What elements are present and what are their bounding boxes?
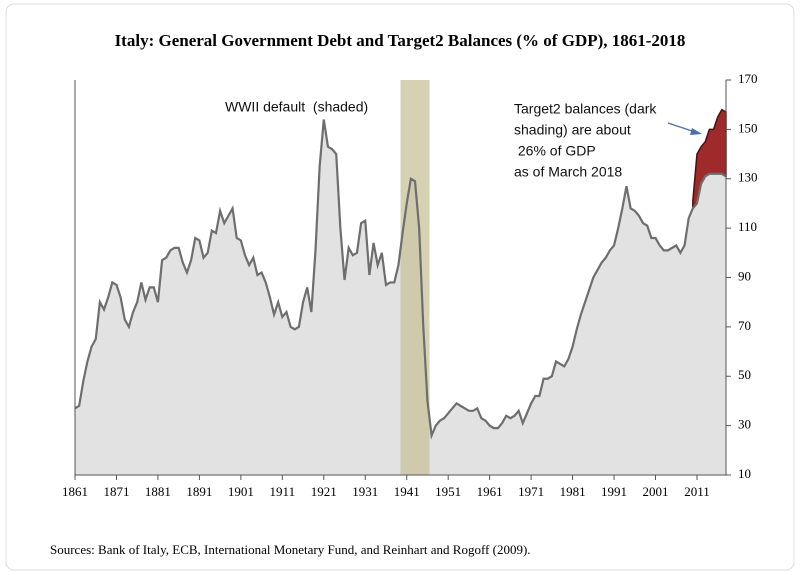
y-tick-label: 150 bbox=[738, 120, 758, 135]
y-tick-label: 90 bbox=[738, 268, 751, 283]
x-tick-label: 2001 bbox=[643, 484, 669, 499]
y-tick-label: 130 bbox=[738, 170, 758, 185]
x-tick-label: 1941 bbox=[394, 484, 420, 499]
arrow-head bbox=[690, 128, 702, 135]
annotation: shading) are about bbox=[514, 122, 631, 138]
y-tick-label: 10 bbox=[738, 466, 751, 481]
x-tick-label: 1971 bbox=[518, 484, 544, 499]
x-tick-label: 1961 bbox=[477, 484, 503, 499]
y-tick-label: 50 bbox=[738, 367, 751, 382]
x-tick-label: 1981 bbox=[560, 484, 586, 499]
y-tick-label: 30 bbox=[738, 417, 751, 432]
source: Sources: Bank of Italy, ECB, Internation… bbox=[50, 542, 531, 557]
y-tick-label: 110 bbox=[738, 219, 757, 234]
x-tick-label: 1881 bbox=[145, 484, 171, 499]
x-tick-label: 1921 bbox=[311, 484, 337, 499]
wwii-shade bbox=[400, 80, 430, 475]
x-tick-label: 1901 bbox=[228, 484, 254, 499]
y-tick-label: 70 bbox=[738, 318, 751, 333]
x-tick-label: 1911 bbox=[270, 484, 296, 499]
annotation: as of March 2018 bbox=[514, 164, 622, 180]
annotation: Target2 balances (dark bbox=[514, 101, 657, 117]
debt-line bbox=[74, 119, 727, 440]
x-tick-label: 2011 bbox=[684, 484, 710, 499]
x-tick-label: 1871 bbox=[103, 484, 129, 499]
x-tick-label: 1991 bbox=[601, 484, 627, 499]
y-tick-label: 170 bbox=[738, 71, 758, 86]
x-tick-label: 1891 bbox=[186, 484, 212, 499]
x-tick-label: 1931 bbox=[352, 484, 378, 499]
annotation: WWII default (shaded) bbox=[225, 99, 368, 115]
x-tick-label: 1951 bbox=[435, 484, 461, 499]
annotation: 26% of GDP bbox=[514, 143, 596, 159]
chart-title: Italy: General Government Debt and Targe… bbox=[115, 31, 686, 50]
x-tick-label: 1861 bbox=[62, 484, 88, 499]
